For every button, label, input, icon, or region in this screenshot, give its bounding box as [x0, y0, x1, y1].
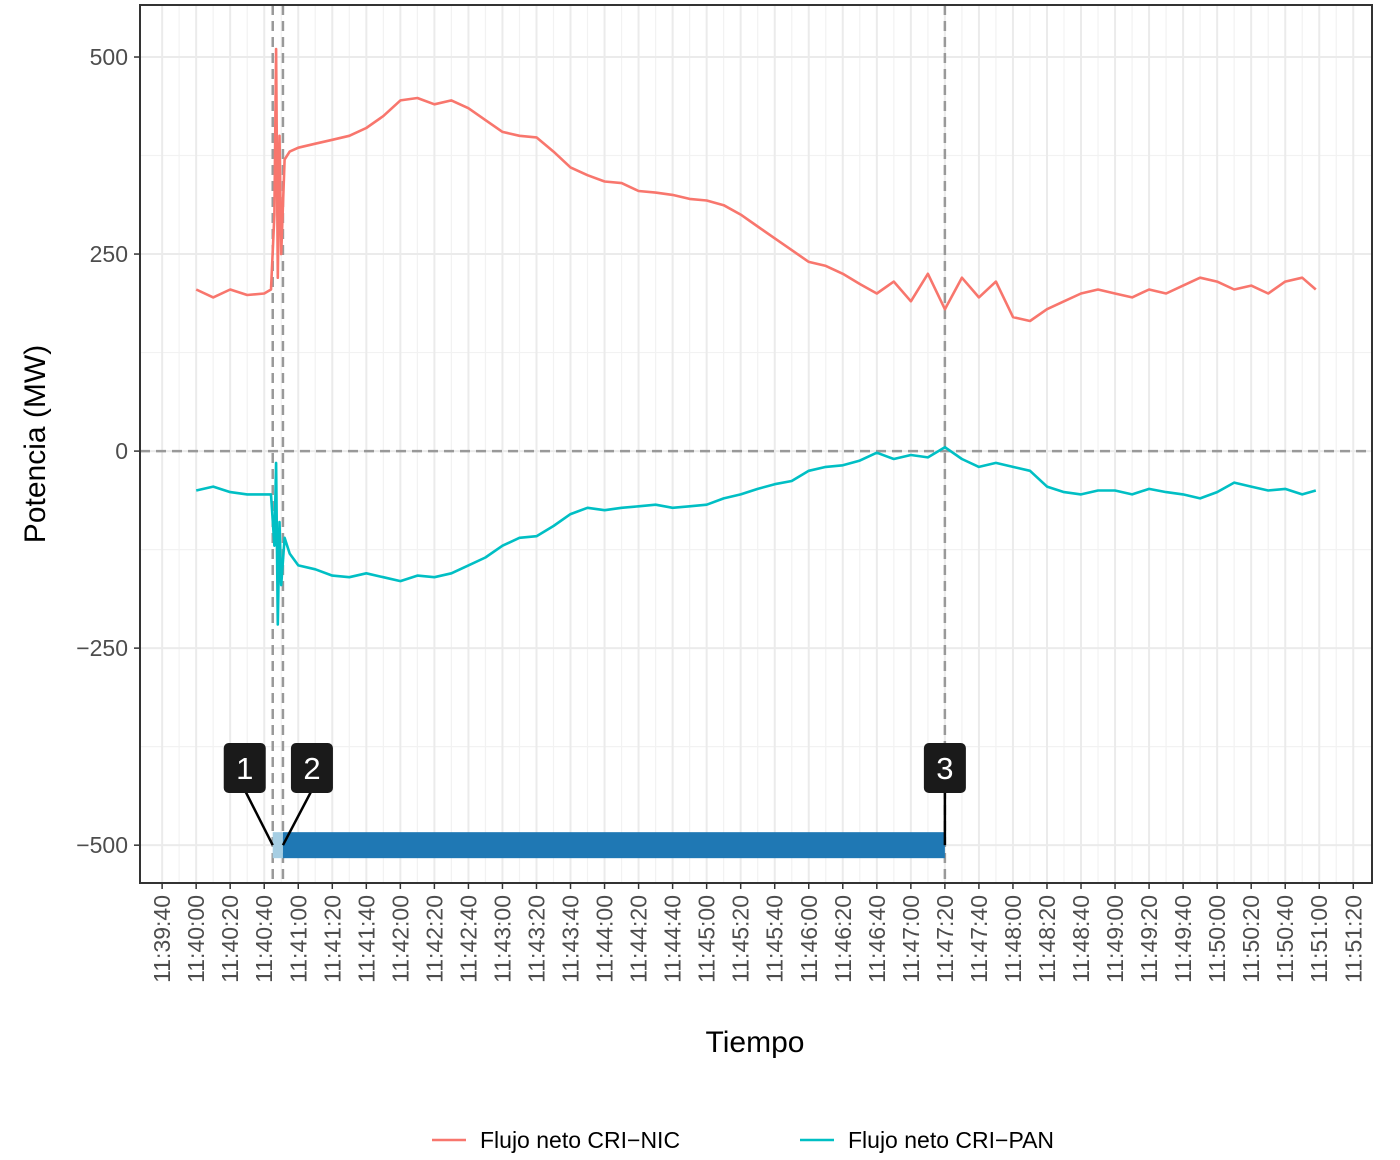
x-tick-label: 11:46:40 — [864, 895, 890, 983]
series-line — [195, 47, 1317, 323]
x-tick-label: 11:41:40 — [353, 895, 379, 983]
period-bar — [272, 832, 283, 859]
x-tick-label: 11:43:20 — [523, 895, 549, 983]
x-tick-label: 11:51:00 — [1306, 895, 1332, 983]
y-tick-label: 0 — [115, 438, 128, 464]
x-tick-label: 11:45:20 — [728, 895, 754, 983]
x-tick-label: 11:47:40 — [966, 895, 992, 983]
x-tick-label: 11:44:00 — [592, 895, 618, 983]
x-tick-label: 11:50:00 — [1204, 895, 1230, 983]
x-axis-title: Tiempo — [706, 1026, 805, 1059]
x-tick-label: 11:48:40 — [1068, 895, 1094, 983]
y-tick-label: 250 — [90, 241, 128, 267]
x-tick-label: 11:44:40 — [660, 895, 686, 983]
x-tick-label: 11:42:00 — [387, 895, 413, 983]
x-tick-label: 11:40:00 — [183, 895, 209, 983]
x-tick-label: 11:51:20 — [1340, 895, 1366, 983]
x-tick-label: 11:46:20 — [830, 895, 856, 983]
x-tick-label: 11:42:40 — [455, 895, 481, 983]
event-label: 3 — [936, 751, 953, 786]
panel-border — [139, 4, 1373, 884]
x-tick-label: 11:50:40 — [1272, 895, 1298, 983]
x-tick-label: 11:49:20 — [1136, 895, 1162, 983]
event-label: 2 — [303, 751, 320, 786]
x-tick-label: 11:41:20 — [319, 895, 345, 983]
x-tick-label: 11:48:00 — [1000, 895, 1026, 983]
event-connector — [243, 789, 274, 846]
x-tick-label: 11:39:40 — [149, 895, 175, 983]
x-tick-label: 11:46:00 — [796, 895, 822, 983]
x-tick-label: 11:48:20 — [1034, 895, 1060, 983]
y-axis-title: Potencia (MW) — [19, 345, 52, 543]
y-tick-label: −250 — [76, 635, 128, 661]
event-connector — [281, 789, 314, 846]
x-tick-label: 11:40:40 — [251, 895, 277, 983]
x-tick-label: 11:40:20 — [217, 895, 243, 983]
event-label: 1 — [236, 751, 253, 786]
x-tick-label: 11:45:40 — [762, 895, 788, 983]
x-tick-label: 11:47:20 — [932, 895, 958, 983]
x-tick-label: 11:45:00 — [694, 895, 720, 983]
x-tick-label: 11:44:20 — [626, 895, 652, 983]
x-tick-label: 11:50:20 — [1238, 895, 1264, 983]
x-tick-label: 11:42:20 — [421, 895, 447, 983]
event-label-box — [923, 743, 966, 793]
x-tick-label: 11:49:40 — [1170, 895, 1196, 983]
x-tick-label: 11:43:00 — [489, 895, 515, 983]
x-tick-label: 11:49:00 — [1102, 895, 1128, 983]
event-label-box — [290, 743, 333, 793]
period-bar — [282, 832, 945, 859]
series-line — [195, 445, 1317, 626]
event-label-box — [223, 743, 266, 793]
y-tick-label: 500 — [90, 44, 128, 70]
x-tick-label: 11:47:00 — [898, 895, 924, 983]
x-tick-label: 11:41:00 — [285, 895, 311, 983]
legend-text: Flujo neto CRI−PAN — [848, 1127, 1054, 1153]
legend-text: Flujo neto CRI−NIC — [480, 1127, 680, 1153]
x-tick-label: 11:43:40 — [558, 895, 584, 983]
y-tick-label: −500 — [76, 832, 128, 858]
